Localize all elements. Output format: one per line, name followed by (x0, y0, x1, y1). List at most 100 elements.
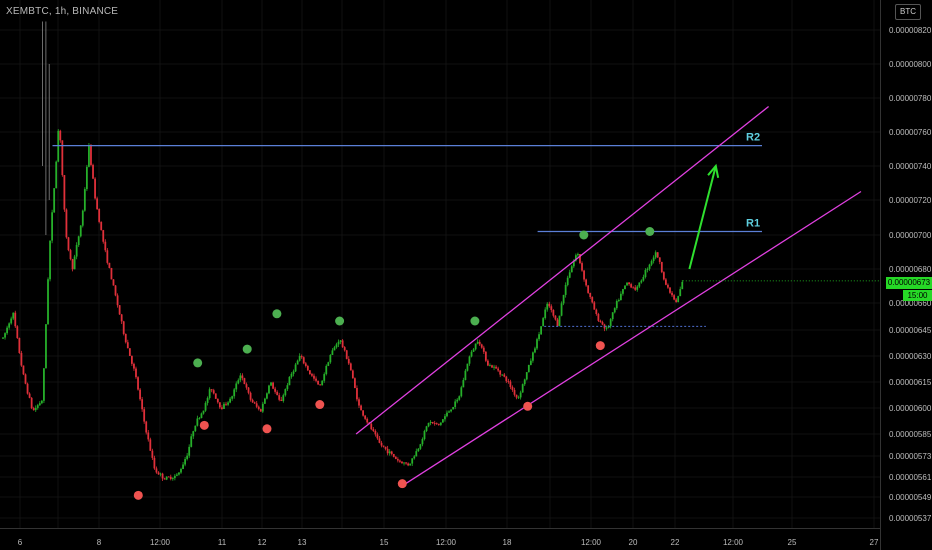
drawing-overlays: R2 R1 (52, 105, 880, 500)
candle-body (317, 380, 319, 385)
candle-body (673, 295, 675, 300)
candle-body (88, 145, 90, 167)
candle-body (241, 375, 244, 379)
swing-low-marker (315, 400, 325, 410)
candle-body (63, 175, 66, 210)
candle-body (630, 284, 633, 288)
candlestick-series (2, 21, 684, 482)
candle-body (298, 356, 301, 361)
candle-body (681, 282, 684, 290)
candle-body (79, 225, 82, 237)
time-tick-label: 6 (18, 538, 23, 547)
candle-body (601, 322, 604, 325)
candle-body (198, 417, 201, 419)
candle-body (501, 374, 504, 376)
candle-body (581, 263, 583, 271)
candle-body (130, 355, 133, 364)
time-tick-label: 15 (380, 538, 389, 547)
candle-body (194, 425, 197, 432)
candle-body (587, 285, 590, 293)
time-tick-label: 12:00 (723, 538, 744, 547)
candle-body (425, 426, 428, 432)
candle-body (85, 166, 88, 190)
last-price-label: 0.00000673 (886, 277, 932, 289)
candle-body (448, 411, 450, 413)
candle-body (411, 458, 414, 464)
candle-body (421, 439, 424, 445)
candle-body (507, 381, 510, 382)
candle-body (417, 448, 420, 452)
candle-body (433, 423, 436, 424)
candle-body (92, 164, 94, 179)
time-tick-label: 12:00 (436, 538, 457, 547)
candle-body (372, 429, 375, 431)
candle-body (110, 268, 113, 280)
candle-body (503, 374, 506, 377)
candle-body (399, 460, 401, 462)
candle-body (337, 341, 340, 345)
candle-body (118, 305, 121, 315)
candle-body (335, 344, 338, 348)
candle-body (648, 264, 651, 269)
candle-body (221, 407, 223, 409)
candle-body (487, 360, 489, 366)
projection-arrow-shaft (688, 165, 717, 270)
candle-body (53, 188, 56, 213)
candle-body (61, 140, 64, 176)
candle-body (77, 236, 80, 246)
candle-body (184, 459, 186, 465)
candle-body (427, 422, 430, 427)
candle-body (137, 377, 139, 390)
candle-body (419, 444, 422, 449)
candle-body (646, 268, 649, 270)
currency-badge[interactable]: BTC (895, 4, 921, 20)
candle-body (2, 337, 4, 339)
candle-body (237, 380, 240, 384)
candle-body (505, 376, 508, 382)
candle-body (173, 475, 176, 479)
price-tick-label: 0.00000700 (889, 231, 932, 240)
candle-body (423, 431, 426, 440)
candle-body (59, 130, 62, 141)
candle-body (478, 341, 481, 345)
candle-body (83, 189, 86, 211)
price-axis[interactable]: 0.00000820 0.00000800 0.00000780 0.00000760… (880, 0, 932, 550)
candle-body (339, 340, 342, 342)
candle-body (429, 421, 432, 423)
candle-body (263, 398, 266, 404)
candle-body (356, 387, 358, 400)
swing-high-marker (193, 358, 203, 368)
candle-body (26, 383, 29, 394)
time-axis[interactable]: 6 8 12:00 11 12 13 15 12:00 18 12:00 20 22 12:00 25 27 (0, 528, 880, 548)
candle-body (464, 370, 467, 381)
candle-body (302, 357, 305, 364)
candle-body (38, 403, 41, 406)
candle-body (73, 256, 76, 270)
candle-body (458, 396, 461, 400)
candle-body (329, 354, 332, 363)
candle-body (605, 327, 608, 329)
candle-body (595, 309, 598, 315)
symbol-title: XEMBTC, 1h, BINANCE (6, 6, 119, 17)
swing-high-marker (335, 316, 345, 326)
candle-body (149, 439, 152, 451)
candle-body (206, 398, 209, 403)
candle-body (180, 468, 182, 473)
candle-body (619, 293, 622, 301)
candle-body (564, 284, 567, 295)
candle-body (12, 312, 15, 319)
candle-body (437, 423, 440, 425)
candle-body (523, 379, 526, 385)
price-tick-label: 0.00000537 (889, 514, 932, 523)
candle-body (309, 370, 311, 375)
candle-body (542, 318, 545, 327)
candle-body (392, 454, 395, 457)
candle-body (562, 294, 565, 304)
candle-body (304, 363, 307, 366)
candle-body (106, 250, 109, 263)
candle-body (677, 296, 680, 302)
candle-body (290, 373, 293, 377)
resistance-label: R2 (746, 132, 760, 144)
candle-body (521, 384, 524, 393)
